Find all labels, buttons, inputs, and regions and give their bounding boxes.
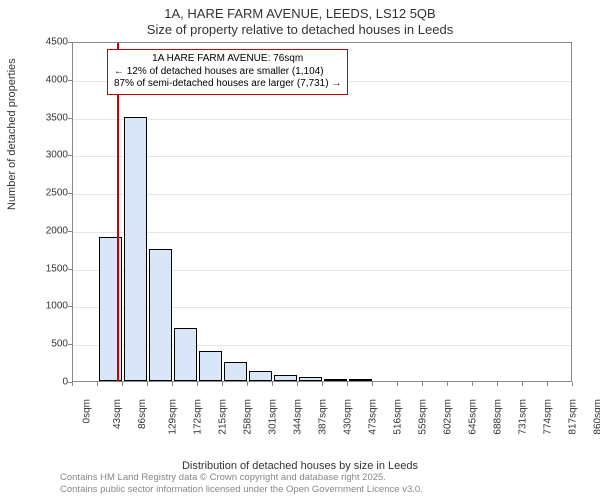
histogram-bar (199, 351, 223, 381)
title-line-2: Size of property relative to detached ho… (0, 22, 600, 38)
x-tick-label: 473sqm (368, 399, 386, 435)
x-tick-mark (272, 382, 273, 386)
y-tick-mark (68, 269, 72, 270)
y-tick-mark (68, 306, 72, 307)
x-tick-mark (122, 382, 123, 386)
x-tick-label: 258sqm (243, 399, 261, 435)
y-tick-mark (68, 42, 72, 43)
x-tick-label: 43sqm (112, 399, 130, 429)
histogram-bar (149, 249, 173, 381)
x-tick-mark (397, 382, 398, 386)
y-axis-label: Number of detached properties (6, 58, 18, 210)
y-tick-label: 3000 (32, 150, 68, 161)
y-tick-label: 4500 (32, 37, 68, 48)
annotation-line: 87% of semi-detached houses are larger (… (114, 78, 341, 91)
x-tick-label: 0sqm (81, 399, 99, 423)
x-tick-mark (72, 382, 73, 386)
x-tick-label: 387sqm (318, 399, 336, 435)
x-tick-mark (247, 382, 248, 386)
histogram-bar (249, 371, 273, 381)
grid-line (73, 232, 571, 233)
x-tick-mark (447, 382, 448, 386)
x-tick-label: 817sqm (568, 399, 586, 435)
title-line-1: 1A, HARE FARM AVENUE, LEEDS, LS12 5QB (0, 6, 600, 22)
x-tick-label: 731sqm (518, 399, 536, 435)
x-tick-mark (347, 382, 348, 386)
x-tick-label: 516sqm (393, 399, 411, 435)
footer-line-1: Contains HM Land Registry data © Crown c… (60, 472, 423, 484)
histogram-bar (174, 328, 198, 381)
x-tick-mark (297, 382, 298, 386)
x-tick-label: 645sqm (468, 399, 486, 435)
y-tick-label: 2000 (32, 225, 68, 236)
x-tick-mark (172, 382, 173, 386)
histogram-bar (324, 379, 348, 381)
grid-line (73, 156, 571, 157)
x-tick-label: 344sqm (293, 399, 311, 435)
y-tick-label: 500 (32, 339, 68, 350)
y-tick-mark (68, 80, 72, 81)
x-tick-mark (497, 382, 498, 386)
x-tick-label: 602sqm (443, 399, 461, 435)
x-tick-label: 301sqm (268, 399, 286, 435)
y-tick-mark (68, 344, 72, 345)
annotation-line: 1A HARE FARM AVENUE: 76sqm (114, 53, 341, 66)
x-tick-label: 430sqm (343, 399, 361, 435)
footer-line-2: Contains public sector information licen… (60, 484, 423, 496)
chart: 1A HARE FARM AVENUE: 76sqm← 12% of detac… (46, 42, 576, 402)
footer: Contains HM Land Registry data © Crown c… (60, 472, 423, 496)
histogram-bar (274, 375, 298, 381)
y-tick-mark (68, 118, 72, 119)
x-tick-mark (322, 382, 323, 386)
x-tick-label: 172sqm (193, 399, 211, 435)
annotation-box: 1A HARE FARM AVENUE: 76sqm← 12% of detac… (107, 49, 348, 95)
x-tick-mark (222, 382, 223, 386)
histogram-bar (124, 117, 148, 381)
x-tick-label: 86sqm (137, 399, 155, 429)
x-tick-mark (197, 382, 198, 386)
x-tick-label: 774sqm (543, 399, 561, 435)
y-tick-mark (68, 193, 72, 194)
x-tick-mark (372, 382, 373, 386)
x-tick-label: 860sqm (593, 399, 600, 435)
x-tick-label: 559sqm (418, 399, 436, 435)
x-tick-mark (147, 382, 148, 386)
annotation-line: ← 12% of detached houses are smaller (1,… (114, 66, 341, 79)
x-tick-mark (472, 382, 473, 386)
x-tick-mark (422, 382, 423, 386)
x-tick-mark (547, 382, 548, 386)
y-tick-label: 1500 (32, 263, 68, 274)
x-tick-label: 688sqm (493, 399, 511, 435)
y-tick-mark (68, 155, 72, 156)
histogram-bar (349, 379, 373, 381)
y-tick-mark (68, 231, 72, 232)
histogram-bar (299, 377, 323, 381)
x-tick-mark (522, 382, 523, 386)
x-tick-mark (572, 382, 573, 386)
y-tick-label: 3500 (32, 112, 68, 123)
grid-line (73, 194, 571, 195)
x-axis-label: Distribution of detached houses by size … (0, 460, 600, 472)
title-block: 1A, HARE FARM AVENUE, LEEDS, LS12 5QB Si… (0, 0, 600, 39)
y-tick-label: 0 (32, 377, 68, 388)
x-tick-label: 215sqm (218, 399, 236, 435)
y-tick-label: 4000 (32, 74, 68, 85)
x-tick-label: 129sqm (168, 399, 186, 435)
plot-area: 1A HARE FARM AVENUE: 76sqm← 12% of detac… (72, 42, 572, 382)
grid-line (73, 119, 571, 120)
y-tick-label: 2500 (32, 188, 68, 199)
y-tick-label: 1000 (32, 301, 68, 312)
x-tick-mark (97, 382, 98, 386)
histogram-bar (224, 362, 248, 381)
